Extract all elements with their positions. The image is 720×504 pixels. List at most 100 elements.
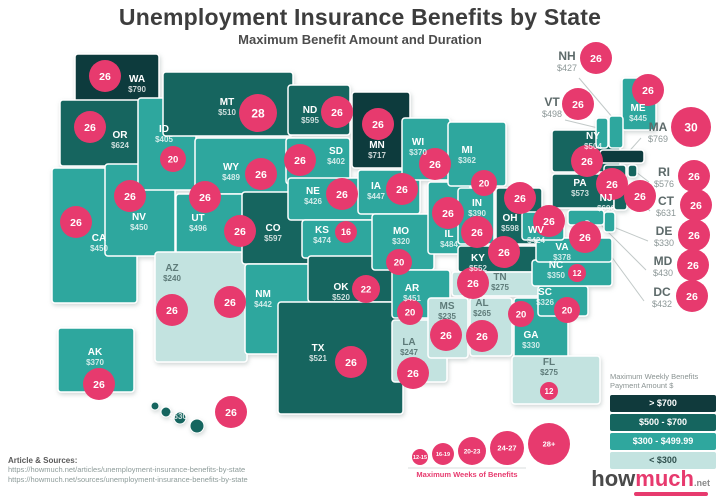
weeks-value-sc: 20 [562, 305, 573, 316]
weeks-circle-al [466, 320, 498, 352]
state-amount-in: $390 [468, 209, 486, 218]
state-abbr-mo: MO [393, 226, 409, 237]
weeks-circle-az [156, 294, 188, 326]
weeks-legend-label-4: 28+ [543, 440, 556, 449]
weeks-value-ma: 30 [684, 120, 698, 134]
weeks-circle-in [461, 216, 493, 248]
weeks-value-ct: 26 [690, 200, 702, 212]
weeks-circle-ky [488, 236, 520, 268]
weeks-value-wv: 26 [543, 216, 555, 228]
weeks-circle-wa [89, 60, 121, 92]
weeks-value-va: 26 [579, 232, 591, 244]
weeks-legend-label-1: 16-19 [436, 452, 450, 458]
state-abbr-ca: CA [92, 233, 106, 244]
state-abbr-ut: UT [191, 213, 204, 224]
weeks-circle-ca [60, 206, 92, 238]
weeks-value-fl: 12 [545, 387, 554, 396]
weeks-value-co: 26 [234, 226, 246, 238]
state-abbr-mi: MI [461, 145, 472, 156]
state-amount-va: $378 [553, 253, 571, 262]
state-shape-hi-island-1 [160, 406, 172, 418]
state-amount-co: $597 [264, 234, 282, 243]
weeks-value-nh: 26 [590, 53, 602, 65]
weeks-value-tn: 26 [467, 278, 479, 290]
state-abbr-tx: TX [312, 343, 325, 354]
leader-line-ri [635, 171, 650, 183]
amount-legend-title-line2: Payment Amount $ [610, 381, 674, 391]
state-amount-wa: $790 [128, 85, 146, 94]
logo-text-net: .net [693, 478, 710, 488]
weeks-value-vt: 26 [572, 99, 584, 111]
weeks-value-dc: 26 [686, 291, 698, 303]
logo-text-much: much [635, 466, 694, 491]
weeks-circle-va [569, 221, 601, 253]
weeks-circle-tn [457, 267, 489, 299]
weeks-value-pa: 26 [606, 179, 618, 191]
state-abbr-ia: IA [371, 181, 381, 192]
state-amount-ar: $451 [403, 294, 421, 303]
weeks-value-mn: 26 [372, 119, 384, 131]
state-abbr-va: VA [555, 242, 568, 253]
weeks-circle-ks [335, 221, 357, 243]
weeks-value-oh: 26 [514, 193, 526, 205]
state-shape-de [603, 211, 616, 233]
howmuch-logo: howmuch.net [591, 468, 710, 490]
state-abbr-ms: MS [440, 301, 455, 312]
state-amount-ky: $552 [469, 264, 487, 273]
weeks-legend-label-0: 12-15 [413, 455, 427, 461]
state-shapes-layer [51, 53, 657, 434]
weeks-legend-circle-3 [490, 431, 524, 465]
weeks-circle-ma [671, 107, 711, 147]
weeks-circle-dc [676, 280, 708, 312]
callout-amount-de: $330 [654, 238, 674, 248]
state-abbr-nv: NV [132, 212, 146, 223]
weeks-circle-la [397, 357, 429, 389]
weeks-value-nd: 26 [331, 107, 343, 119]
state-shape-hi-island-3 [189, 418, 205, 434]
weeks-circle-sc [554, 297, 580, 323]
weeks-circle-me [632, 74, 664, 106]
state-abbr-nj: NJ [600, 193, 613, 204]
weeks-value-ne: 26 [336, 189, 348, 201]
state-abbr-wi: WI [412, 137, 424, 148]
leader-line-vt [564, 119, 599, 129]
callout-amount-ri: $576 [654, 179, 674, 189]
state-amount-ne: $426 [304, 197, 322, 206]
weeks-legend-circle-2 [458, 437, 486, 465]
callout-abbr-vt: VT [544, 95, 560, 109]
weeks-circle-ak [83, 368, 115, 400]
state-abbr-in: IN [472, 198, 482, 209]
callout-abbr-dc: DC [653, 285, 671, 299]
page-subtitle: Maximum Benefit Amount and Duration [238, 32, 482, 47]
state-amount-ia: $447 [367, 192, 385, 201]
weeks-value-ks: 16 [341, 227, 351, 237]
callout-amount-md: $430 [653, 268, 673, 278]
weeks-value-mo: 20 [394, 257, 405, 268]
weeks-circle-ga [508, 301, 534, 327]
state-amount-ga: $330 [522, 341, 540, 350]
amount-legend: Maximum Weekly Benefits Payment Amount $… [610, 372, 716, 471]
state-abbr-ak: AK [88, 347, 103, 358]
state-amount-nd: $595 [301, 116, 319, 125]
state-abbr-ks: KS [315, 225, 329, 236]
state-amount-az: $240 [163, 274, 181, 283]
weeks-circle-oh [504, 182, 536, 214]
state-abbr-ok: OK [334, 282, 350, 293]
state-amount-mi: $362 [458, 156, 476, 165]
amount-legend-row-3: < $300 [610, 451, 716, 469]
weeks-circle-pa [596, 168, 628, 200]
state-amount-al: $265 [473, 309, 491, 318]
weeks-value-wa: 26 [99, 71, 111, 83]
state-amount-ks: $474 [313, 236, 331, 245]
source-url-2: https://howmuch.net/sources/unemployment… [8, 475, 248, 485]
callout-abbr-md: MD [654, 254, 673, 268]
state-shape-hi-island-0 [150, 401, 160, 411]
state-amount-tn: $275 [491, 283, 509, 292]
weeks-circle-wi [419, 148, 451, 180]
callout-abbr-ri: RI [658, 165, 670, 179]
state-abbr-il: IL [445, 229, 454, 240]
weeks-value-ca: 26 [70, 217, 82, 229]
state-amount-sd: $402 [327, 157, 345, 166]
